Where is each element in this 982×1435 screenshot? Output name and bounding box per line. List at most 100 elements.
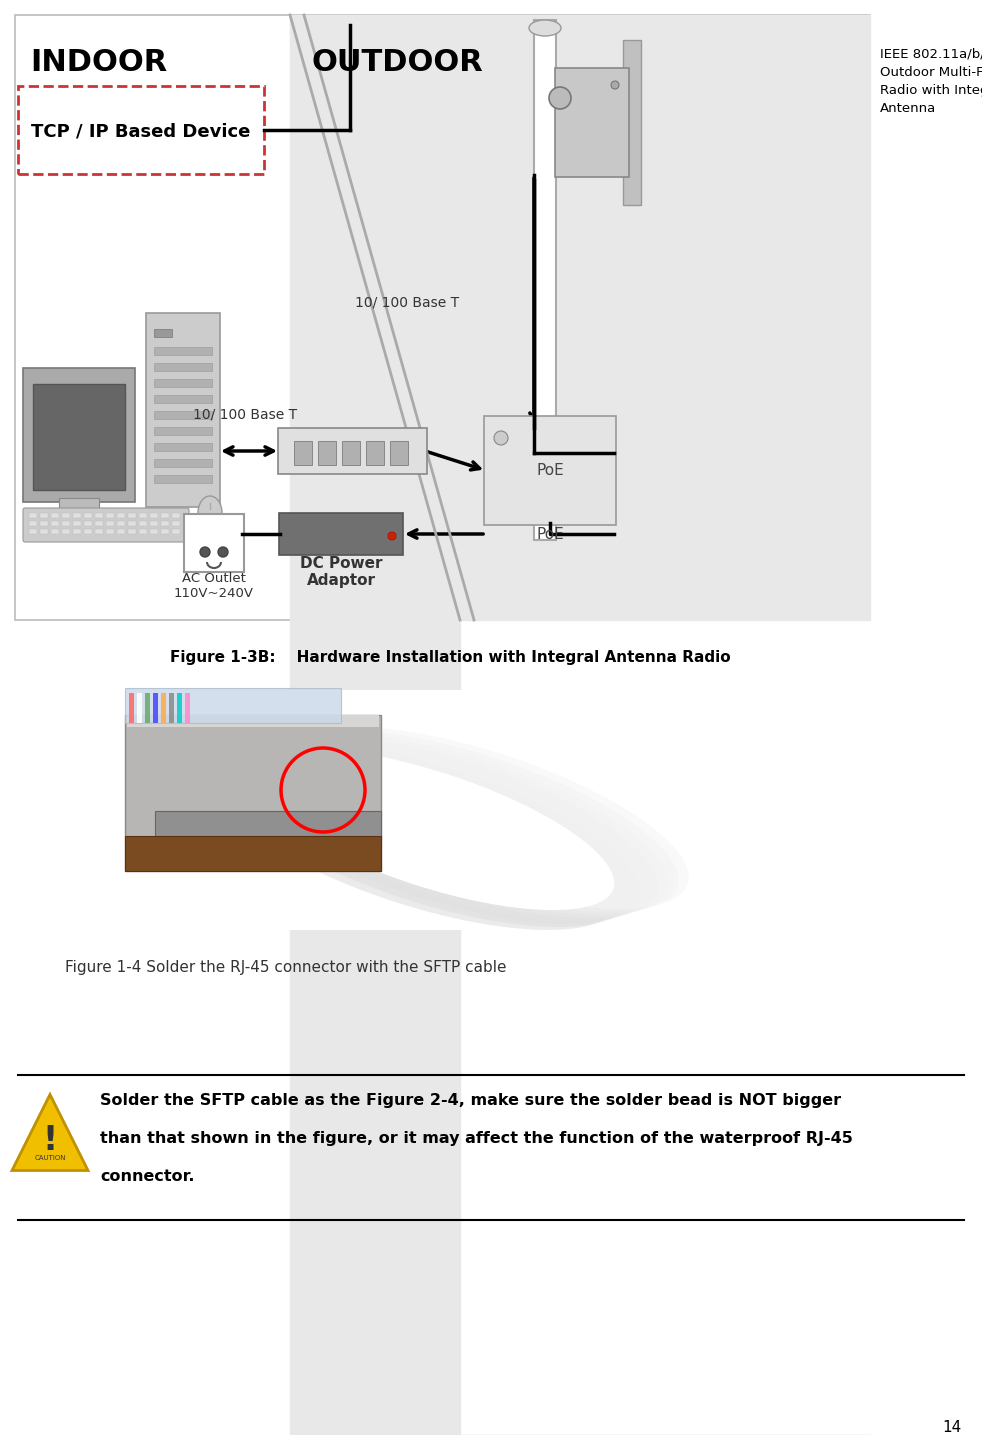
Text: !: ! <box>42 1124 58 1157</box>
Text: Figure 1-3B:    Hardware Installation with Integral Antenna Radio: Figure 1-3B: Hardware Installation with … <box>170 650 731 664</box>
FancyBboxPatch shape <box>154 428 212 435</box>
FancyBboxPatch shape <box>23 508 189 542</box>
FancyBboxPatch shape <box>154 459 212 466</box>
Ellipse shape <box>240 739 649 921</box>
FancyBboxPatch shape <box>120 690 655 930</box>
FancyBboxPatch shape <box>84 530 92 534</box>
FancyBboxPatch shape <box>154 410 212 419</box>
Circle shape <box>200 547 210 557</box>
FancyBboxPatch shape <box>555 67 629 177</box>
FancyBboxPatch shape <box>145 693 150 723</box>
Text: Figure 1-4 Solder the RJ-45 connector with the SFTP cable: Figure 1-4 Solder the RJ-45 connector wi… <box>65 960 507 974</box>
Ellipse shape <box>198 497 222 530</box>
FancyBboxPatch shape <box>73 512 81 518</box>
Ellipse shape <box>529 20 561 36</box>
Ellipse shape <box>210 748 619 930</box>
FancyBboxPatch shape <box>29 512 37 518</box>
FancyBboxPatch shape <box>154 379 212 387</box>
Ellipse shape <box>230 742 639 924</box>
Text: Solder the SFTP cable as the Figure 2-4, make sure the solder bead is NOT bigger: Solder the SFTP cable as the Figure 2-4,… <box>100 1093 842 1108</box>
Text: DC Power
Adaptor: DC Power Adaptor <box>300 555 382 588</box>
FancyBboxPatch shape <box>150 530 158 534</box>
Ellipse shape <box>292 765 547 865</box>
Ellipse shape <box>280 726 688 908</box>
FancyBboxPatch shape <box>172 521 180 527</box>
FancyBboxPatch shape <box>154 329 172 337</box>
Text: PoE: PoE <box>536 527 564 542</box>
FancyBboxPatch shape <box>139 512 147 518</box>
FancyBboxPatch shape <box>51 512 59 518</box>
Circle shape <box>388 532 396 540</box>
Ellipse shape <box>259 733 669 916</box>
FancyBboxPatch shape <box>129 693 134 723</box>
FancyBboxPatch shape <box>51 530 59 534</box>
FancyBboxPatch shape <box>106 521 114 527</box>
FancyBboxPatch shape <box>150 512 158 518</box>
FancyBboxPatch shape <box>95 530 103 534</box>
FancyBboxPatch shape <box>62 512 70 518</box>
FancyBboxPatch shape <box>279 512 403 555</box>
Ellipse shape <box>246 748 615 910</box>
FancyBboxPatch shape <box>23 367 135 502</box>
Text: IEEE 802.11a/b/g
Outdoor Multi-Function
Radio with Integral
Antenna: IEEE 802.11a/b/g Outdoor Multi-Function … <box>880 47 982 115</box>
FancyBboxPatch shape <box>125 715 381 871</box>
FancyBboxPatch shape <box>29 530 37 534</box>
Text: INDOOR: INDOOR <box>30 47 167 77</box>
Text: 10/ 100 Base T: 10/ 100 Base T <box>193 408 298 422</box>
FancyBboxPatch shape <box>127 715 379 728</box>
Text: 10/ 100 Base T: 10/ 100 Base T <box>355 296 460 309</box>
FancyBboxPatch shape <box>51 521 59 527</box>
FancyBboxPatch shape <box>172 530 180 534</box>
FancyBboxPatch shape <box>139 530 147 534</box>
FancyBboxPatch shape <box>106 512 114 518</box>
Ellipse shape <box>249 736 659 918</box>
FancyBboxPatch shape <box>128 512 136 518</box>
FancyBboxPatch shape <box>117 530 125 534</box>
FancyBboxPatch shape <box>95 521 103 527</box>
FancyBboxPatch shape <box>169 693 174 723</box>
FancyBboxPatch shape <box>40 512 48 518</box>
FancyBboxPatch shape <box>117 512 125 518</box>
Ellipse shape <box>270 729 679 913</box>
FancyBboxPatch shape <box>84 521 92 527</box>
FancyBboxPatch shape <box>154 395 212 403</box>
FancyBboxPatch shape <box>172 512 180 518</box>
FancyBboxPatch shape <box>278 428 427 474</box>
Text: than that shown in the figure, or it may affect the function of the waterproof R: than that shown in the figure, or it may… <box>100 1131 853 1147</box>
FancyBboxPatch shape <box>623 40 641 205</box>
FancyBboxPatch shape <box>117 521 125 527</box>
FancyBboxPatch shape <box>73 530 81 534</box>
FancyBboxPatch shape <box>146 313 220 507</box>
FancyBboxPatch shape <box>73 521 81 527</box>
Text: CAUTION: CAUTION <box>34 1155 66 1161</box>
FancyBboxPatch shape <box>154 347 212 354</box>
FancyBboxPatch shape <box>185 693 190 723</box>
Text: 14: 14 <box>943 1421 962 1435</box>
Circle shape <box>494 430 508 445</box>
FancyBboxPatch shape <box>59 498 99 509</box>
FancyBboxPatch shape <box>106 530 114 534</box>
FancyBboxPatch shape <box>139 521 147 527</box>
FancyBboxPatch shape <box>161 693 166 723</box>
FancyBboxPatch shape <box>15 14 870 620</box>
FancyBboxPatch shape <box>484 416 616 525</box>
FancyBboxPatch shape <box>294 441 312 465</box>
FancyBboxPatch shape <box>33 385 125 489</box>
FancyBboxPatch shape <box>342 441 360 465</box>
FancyBboxPatch shape <box>154 363 212 372</box>
Polygon shape <box>12 1095 88 1171</box>
FancyBboxPatch shape <box>125 837 381 871</box>
FancyBboxPatch shape <box>161 512 169 518</box>
FancyBboxPatch shape <box>45 508 113 518</box>
FancyBboxPatch shape <box>29 521 37 527</box>
FancyBboxPatch shape <box>177 693 182 723</box>
FancyBboxPatch shape <box>18 86 264 174</box>
FancyBboxPatch shape <box>62 530 70 534</box>
FancyBboxPatch shape <box>366 441 384 465</box>
FancyBboxPatch shape <box>137 693 142 723</box>
Text: OUTDOOR: OUTDOOR <box>312 47 484 77</box>
FancyBboxPatch shape <box>390 441 408 465</box>
Circle shape <box>218 547 228 557</box>
Text: TCP / IP Based Device: TCP / IP Based Device <box>31 123 250 141</box>
Ellipse shape <box>220 745 628 927</box>
